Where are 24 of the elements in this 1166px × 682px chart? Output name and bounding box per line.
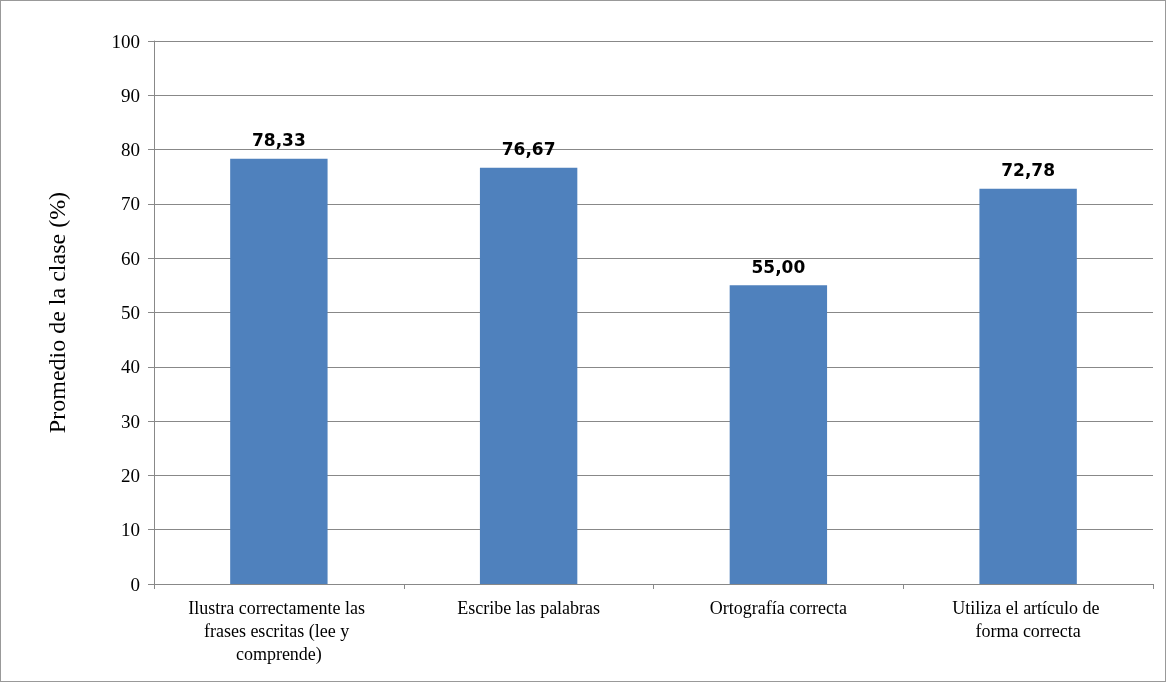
- x-tick-label: Escribe las palabras: [457, 597, 601, 618]
- bar: [479, 167, 578, 584]
- y-tick-label: 50: [121, 302, 140, 323]
- data-label: 55,00: [751, 256, 806, 277]
- x-tick-label: Ortografía correcta: [709, 597, 848, 618]
- y-tick-label: 0: [130, 573, 140, 595]
- x-tick-label: Ilustra correctamente las frases escritas (lee y comprende): [188, 597, 370, 665]
- y-tick-label: 10: [121, 519, 140, 541]
- data-label: 78,33: [251, 130, 306, 151]
- y-tick-label: 80: [121, 139, 140, 161]
- y-tick-label: 20: [121, 464, 140, 486]
- y-axis-title: Promedio de la clase (%): [44, 191, 70, 434]
- y-tick-label: 100: [111, 30, 140, 52]
- bar: [729, 285, 828, 584]
- x-tick-label: Utiliza el artículo de forma correcta: [952, 597, 1105, 641]
- data-label: 76,67: [501, 139, 556, 160]
- y-tick-label: 60: [121, 247, 140, 269]
- data-label: 72,78: [1001, 160, 1056, 181]
- bar: [230, 158, 328, 584]
- y-tick-label: 30: [121, 410, 140, 432]
- bar: [979, 188, 1077, 584]
- y-tick-label: 90: [121, 84, 140, 106]
- y-tick-label: 40: [121, 356, 140, 378]
- y-tick-label: 70: [121, 193, 140, 215]
